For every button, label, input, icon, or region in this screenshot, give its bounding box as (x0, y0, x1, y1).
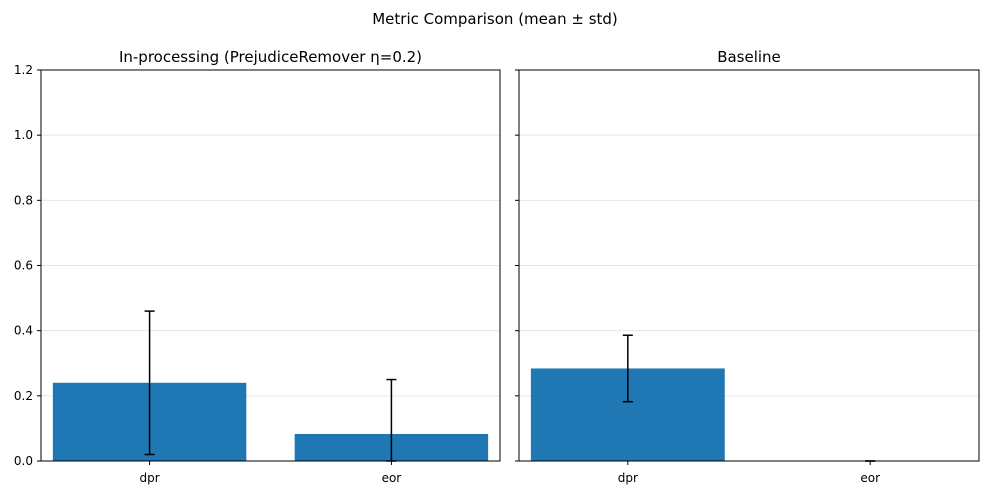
chart-title: Baseline (717, 48, 781, 66)
x-tick-label: dpr (139, 471, 159, 485)
y-tick-label: 1.2 (14, 63, 33, 77)
chart-panels: dpr eor 0.0 0.2 0.4 0.6 0.8 1.0 1.2 In-processing… (14, 48, 980, 485)
chart-title: In-processing (PrejudiceRemover η=0.2) (119, 48, 422, 66)
chart-panel-1: dpr eor 0.0 0.2 0.4 0.6 0.8 1.0 1.2 In-processing… (14, 48, 501, 485)
axes-frame (518, 69, 980, 462)
x-tick-label: eor (382, 471, 402, 485)
y-tick-label: 0.8 (14, 193, 33, 207)
axes-frame (40, 69, 501, 462)
chart-panel-2: dpr eor Baseline (515, 48, 980, 485)
x-tick-label: eor (860, 471, 880, 485)
figure-suptitle: Metric Comparison (mean ± std) (372, 10, 618, 28)
y-tick-label: 1.0 (14, 128, 33, 142)
y-tick-label: 0.4 (14, 324, 33, 338)
y-tick-label: 0.6 (14, 259, 33, 273)
y-tick-label: 0.0 (14, 454, 33, 468)
y-tick-label: 0.2 (14, 389, 33, 403)
x-tick-label: dpr (618, 471, 638, 485)
